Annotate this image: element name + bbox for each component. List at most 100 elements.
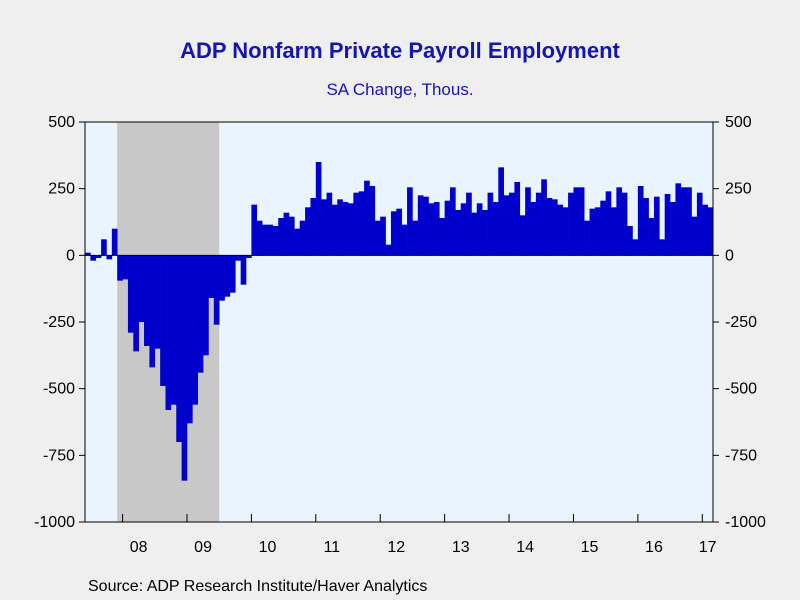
bar [353,192,360,256]
bar [407,187,413,256]
bar [449,187,456,256]
bar [707,207,714,256]
bar [546,198,553,256]
bar [144,255,150,346]
bar [632,239,639,256]
bar [530,202,537,256]
x-tick-label: 14 [516,539,534,556]
y-tick-label-left: -1000 [34,514,75,531]
bar [541,179,547,256]
bar [369,186,376,256]
bar [557,204,564,256]
x-tick-label: 17 [699,539,717,556]
bar [251,204,258,256]
bar [616,187,623,256]
bar [696,192,703,256]
bar [326,192,333,256]
bar [310,198,317,256]
bar [219,255,225,301]
bar [670,202,676,256]
bar [95,255,102,258]
bar [283,212,290,256]
bar [138,255,145,322]
bar [197,255,204,373]
bar [417,195,424,256]
bar [262,224,268,256]
x-tick-label: 08 [130,539,148,556]
bar [423,196,429,256]
bar [149,255,156,368]
bar [428,203,435,256]
y-tick-label-right: 250 [725,181,752,198]
bar [208,255,215,298]
bar [455,210,462,256]
bar [487,192,494,256]
bar [498,167,504,256]
bar [385,244,392,256]
bar [90,255,97,261]
bar [551,199,558,256]
bar [122,255,129,280]
bar [315,162,322,256]
bar [181,255,188,481]
right-y-axis: 500 250 0 -250 -500 -750 -1000 [713,114,766,531]
bar [396,208,402,256]
bar [117,255,123,281]
x-axis: 08 09 10 11 12 13 14 15 16 17 [122,514,717,556]
bar [299,220,306,256]
bar [568,192,574,256]
bar [519,215,526,256]
bar [186,255,193,424]
bar [294,228,300,256]
bar [305,207,311,256]
bar [224,255,231,297]
bar [439,218,445,256]
bar [503,195,510,256]
bar [535,192,542,256]
x-tick-label: 11 [324,539,341,556]
bar [170,255,177,405]
bar [466,192,472,256]
bar [342,202,349,256]
y-tick-label-right: -250 [725,314,757,331]
x-tick-label: 13 [452,539,470,556]
bar [331,204,338,256]
x-tick-label: 15 [581,539,599,556]
bar [621,192,628,256]
bar [240,255,247,285]
bar [702,204,708,256]
y-tick-label-right: -1000 [725,514,766,531]
bar [165,255,172,410]
x-tick-label: 09 [194,539,212,556]
y-tick-label-left: -500 [43,381,75,398]
bar [246,255,252,258]
bar [444,200,451,256]
bar [127,255,134,333]
bar [213,255,220,325]
bar [256,220,263,256]
bar [390,211,397,256]
chart-title: ADP Nonfarm Private Payroll Employment [180,38,620,63]
left-y-axis: 500 250 0 -250 -500 -750 -1000 [34,114,85,531]
y-tick-label-right: -750 [725,447,757,464]
bar [675,183,682,256]
bar [573,187,580,256]
bar [525,187,531,256]
bar [272,226,279,256]
bar [380,216,386,256]
bar [471,212,478,256]
bar [106,255,113,260]
bar [659,239,665,256]
source-note: Source: ADP Research Institute/Haver Ana… [88,578,428,595]
bar [412,220,419,256]
bar [562,207,569,256]
bar [460,203,467,256]
bar [637,186,644,256]
bar [605,191,612,256]
bar [509,192,515,256]
bar [337,199,343,256]
bar [267,224,274,256]
bar [627,226,633,256]
x-tick-label: 16 [645,539,663,556]
y-tick-label-left: -750 [43,447,75,464]
